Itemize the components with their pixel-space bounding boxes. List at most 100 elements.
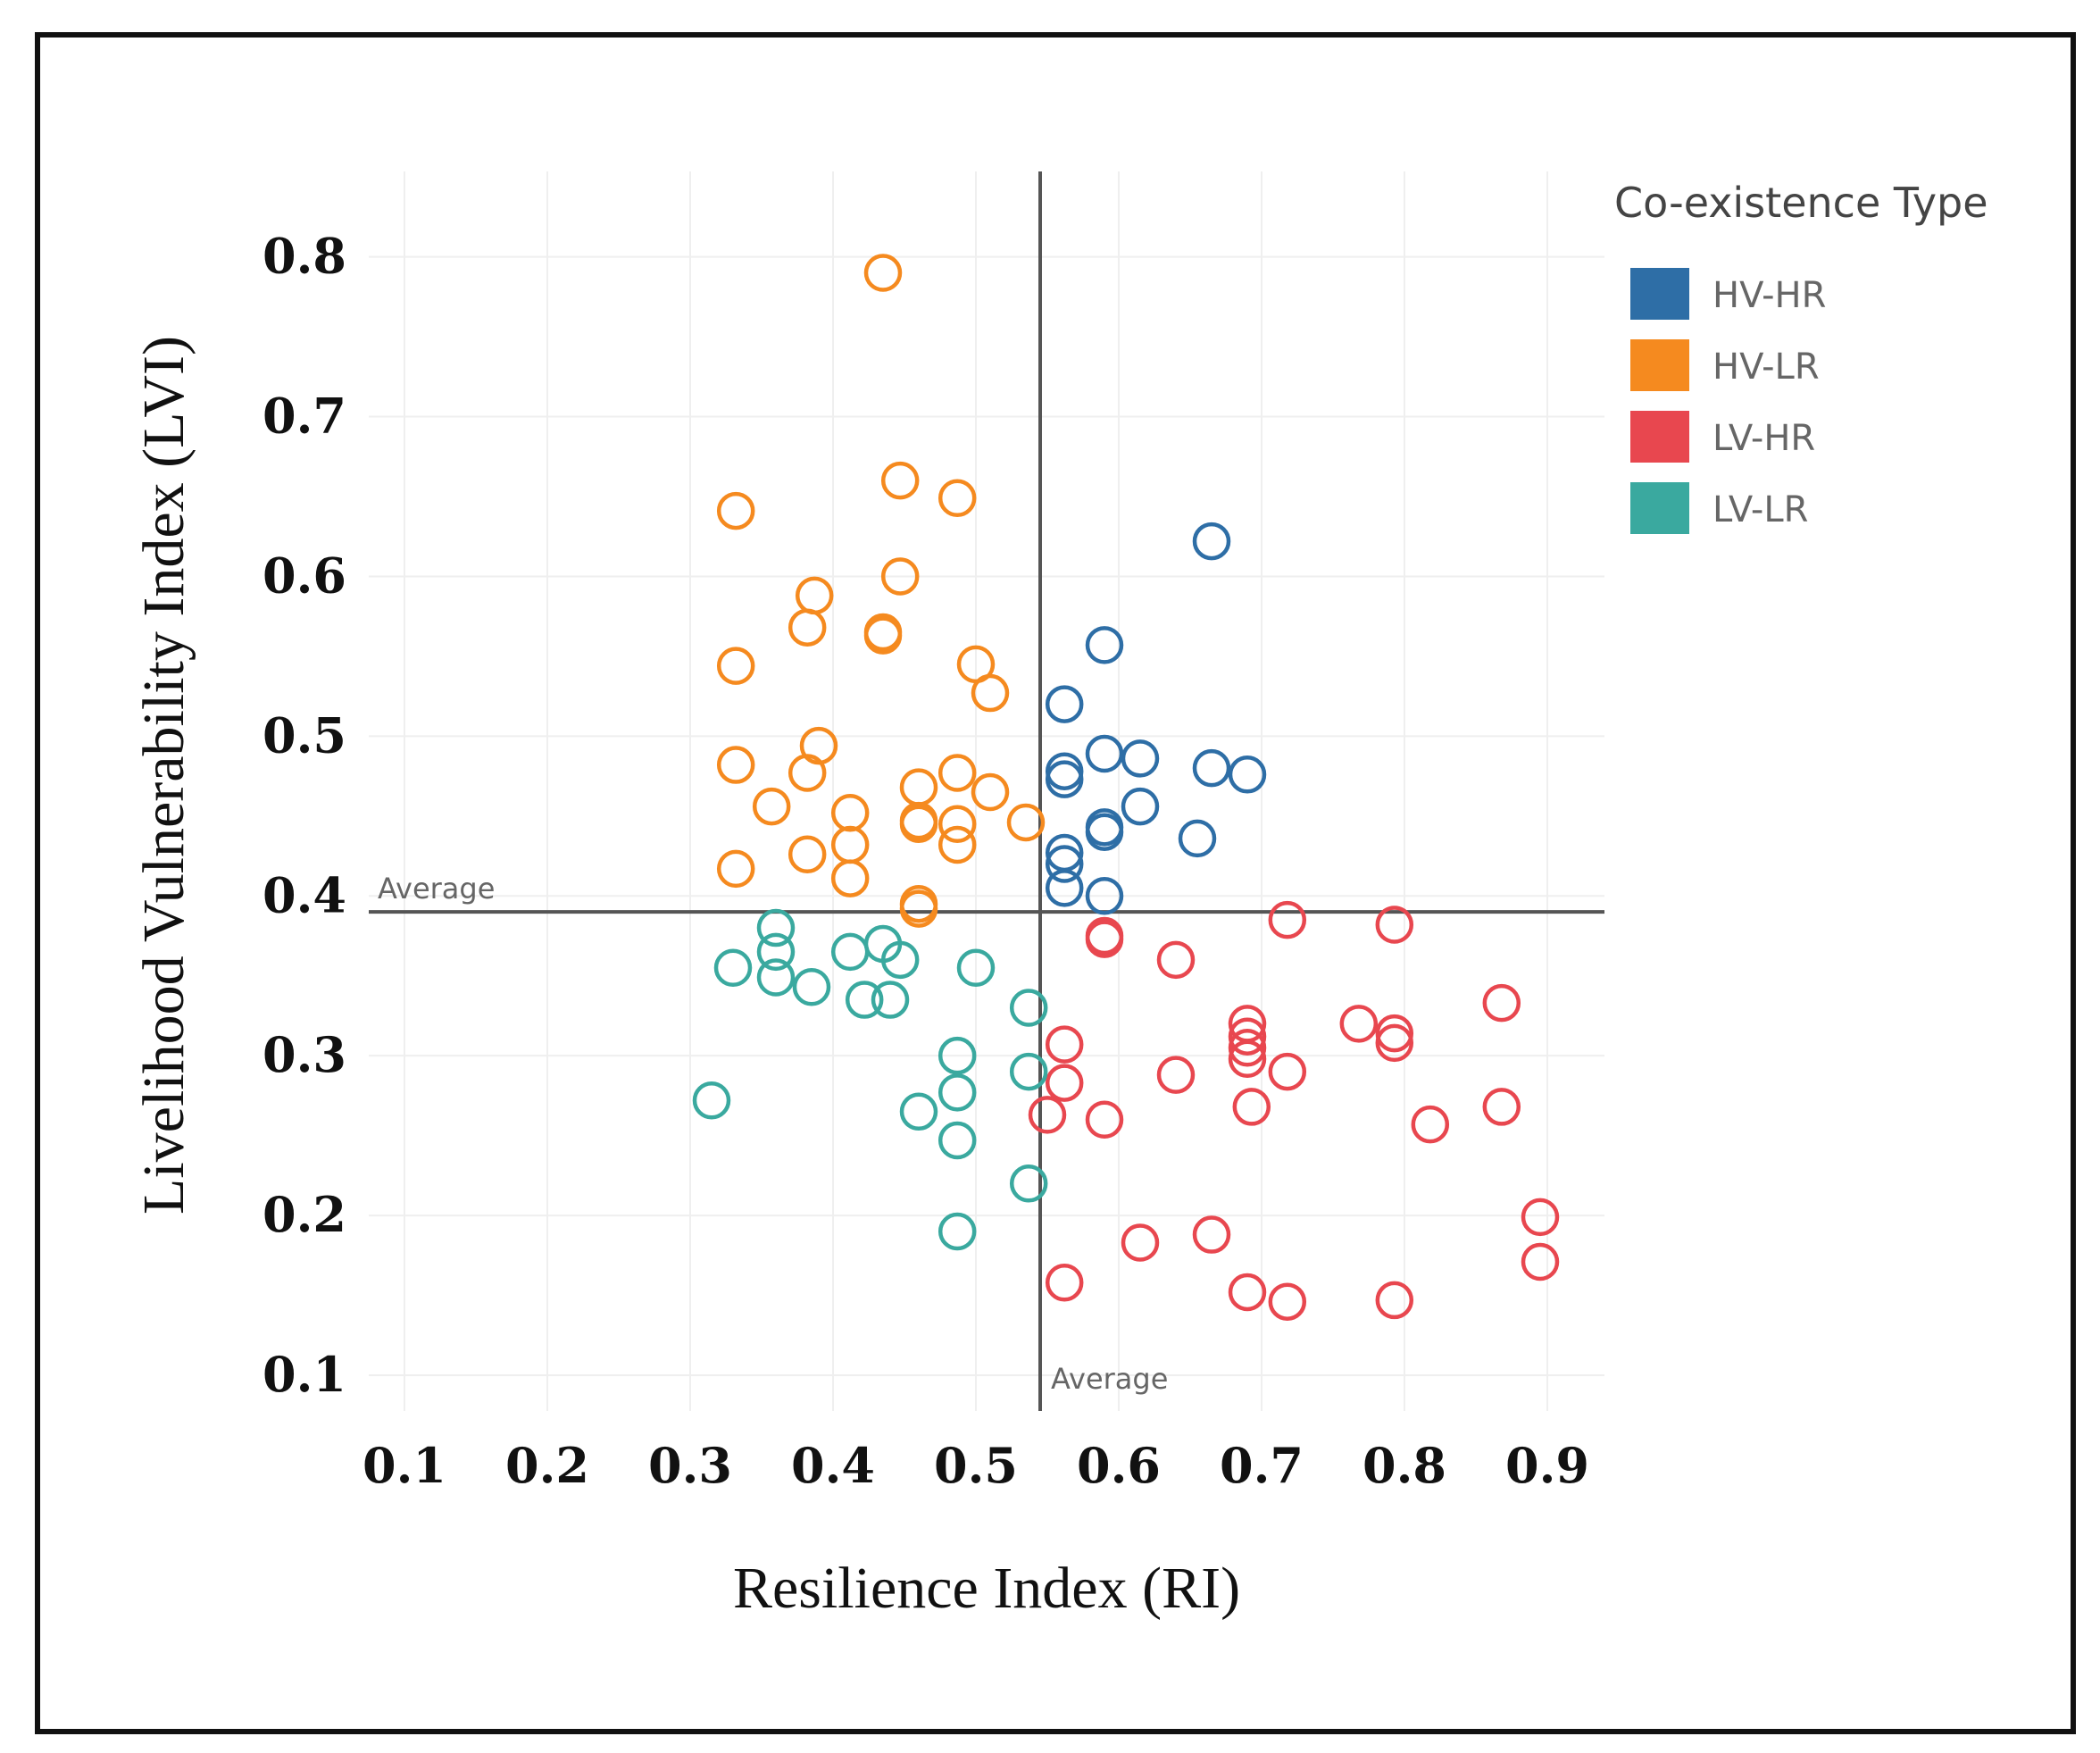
y-tick-label: 0.3: [262, 1026, 346, 1083]
data-point: [1085, 813, 1124, 851]
data-point: [1268, 1052, 1307, 1091]
x-tick-label: 0.8: [1362, 1437, 1446, 1494]
average-lines: Average Average: [369, 171, 1604, 1411]
data-point: [938, 754, 977, 792]
data-point: [863, 254, 903, 292]
data-point: [938, 1036, 977, 1075]
average-ri-label: Average: [1051, 1362, 1168, 1396]
data-point: [1232, 1088, 1271, 1126]
data-point: [938, 805, 977, 844]
data-point: [880, 557, 920, 596]
data-point: [795, 576, 834, 615]
data-point: [716, 491, 755, 530]
data-point: [938, 1073, 977, 1112]
legend-label: LV-LR: [1712, 489, 1808, 530]
data-point: [1268, 1282, 1307, 1321]
data-point: [1192, 748, 1231, 788]
data-point: [1085, 734, 1124, 773]
y-tick-label: 0.2: [262, 1186, 346, 1243]
data-point: [1045, 752, 1084, 790]
y-tick-label: 0.8: [262, 228, 346, 285]
data-point: [1045, 685, 1084, 723]
data-point: [1482, 983, 1521, 1023]
data-point: [830, 932, 870, 972]
x-axis-title: Resilience Index (RI): [733, 1556, 1240, 1621]
x-tick-label: 0.2: [505, 1437, 589, 1494]
data-point: [1228, 1017, 1267, 1056]
data-point: [1085, 1100, 1124, 1139]
data-point: [971, 772, 1010, 812]
data-point: [1375, 1014, 1414, 1053]
y-tick-label: 0.1: [262, 1346, 346, 1403]
data-point: [756, 908, 796, 947]
data-points: [692, 254, 1560, 1321]
data-point: [971, 673, 1010, 713]
y-tick-label: 0.5: [262, 706, 346, 764]
data-point: [1228, 1273, 1267, 1312]
data-point: [1339, 1005, 1379, 1043]
y-tick-label: 0.7: [262, 388, 346, 445]
y-tick-labels: 0.1 0.2 0.3 0.4 0.5 0.6 0.7 0.8: [262, 228, 346, 1403]
data-point: [1521, 1198, 1560, 1237]
data-point: [845, 981, 884, 1019]
data-point: [1411, 1105, 1450, 1144]
series-lv-hr: [1028, 900, 1560, 1321]
legend-label: HV-HR: [1712, 275, 1826, 316]
data-point: [1085, 877, 1124, 915]
data-point: [1228, 1028, 1267, 1067]
y-tick-label: 0.6: [262, 547, 346, 604]
data-point: [1375, 906, 1414, 944]
x-tick-label: 0.1: [362, 1437, 446, 1494]
data-point: [716, 647, 755, 685]
data-point: [792, 967, 831, 1006]
data-point: [1268, 900, 1307, 939]
y-gridlines: [369, 255, 1604, 1376]
legend: Co-existence Type HV-HR HV-LR LV-HR LV-LR: [1614, 179, 1988, 534]
x-tick-label: 0.3: [648, 1437, 732, 1494]
data-point: [1192, 1215, 1231, 1254]
data-point: [716, 849, 755, 889]
x-tick-label: 0.6: [1077, 1437, 1161, 1494]
data-point: [1228, 1039, 1267, 1079]
data-point: [1009, 989, 1048, 1027]
average-lvi-label: Average: [378, 872, 495, 906]
data-point: [938, 825, 977, 864]
data-point: [899, 889, 938, 928]
figure-frame: [35, 32, 2076, 1734]
legend-items: HV-HR HV-LR LV-HR LV-LR: [1630, 268, 1826, 534]
data-point: [830, 859, 870, 897]
data-point: [1045, 869, 1084, 907]
data-point: [938, 1121, 977, 1160]
data-point: [899, 1092, 938, 1131]
data-point: [1375, 1023, 1414, 1063]
x-tick-label: 0.7: [1220, 1437, 1304, 1494]
data-point: [756, 932, 796, 972]
data-point: [1228, 755, 1267, 794]
data-point: [1045, 1263, 1084, 1302]
data-point: [863, 616, 903, 655]
data-point: [899, 805, 938, 844]
data-point: [830, 793, 870, 832]
series-lv-lr: [692, 908, 1048, 1251]
y-tick-label: 0.4: [262, 866, 346, 923]
data-point: [788, 754, 827, 792]
data-point: [788, 608, 827, 647]
data-point: [1045, 845, 1084, 883]
data-point: [1009, 1164, 1048, 1203]
data-point: [1482, 1088, 1521, 1126]
data-point: [830, 825, 870, 864]
x-tick-labels: 0.1 0.2 0.3 0.4 0.5 0.6 0.7 0.8 0.9: [362, 1437, 1589, 1494]
legend-swatch: [1630, 268, 1689, 320]
legend-swatch: [1630, 411, 1689, 463]
legend-swatch: [1630, 482, 1689, 534]
data-point: [1085, 920, 1124, 958]
data-point: [1085, 626, 1124, 664]
legend-title: Co-existence Type: [1614, 179, 1988, 227]
data-point: [1045, 1025, 1084, 1064]
data-point: [1121, 787, 1160, 826]
legend-label: HV-LR: [1712, 346, 1820, 388]
data-point: [899, 768, 938, 806]
data-point: [1375, 1281, 1414, 1320]
data-point: [1045, 1064, 1084, 1102]
x-tick-label: 0.4: [791, 1437, 875, 1494]
